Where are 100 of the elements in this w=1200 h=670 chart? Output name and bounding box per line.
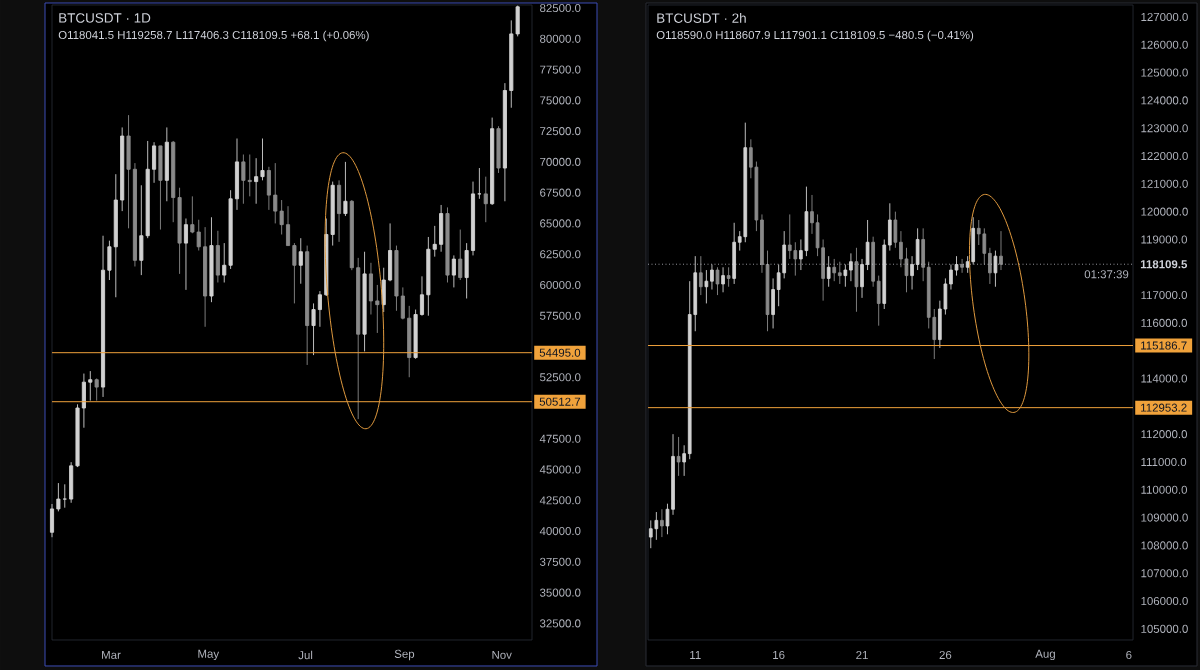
candlestick (69, 461, 74, 504)
x-tick-label: 16 (773, 650, 785, 660)
candlestick (483, 176, 488, 223)
y-tick-label: 123000.0 (1141, 124, 1188, 133)
y-tick-label: 120000.0 (1141, 207, 1188, 216)
candlestick (837, 261, 842, 285)
y-tick-label: 57500.0 (539, 311, 581, 320)
candlestick (107, 240, 112, 281)
chart-title: BTCUSDT · 2h (657, 13, 746, 23)
candlestick (298, 237, 303, 285)
text: O118041.5 H119258.7 L117406.3 C118109.5 +68.1 (+0.06%) (58, 30, 369, 42)
annotation: 01:37:39 (1084, 270, 1129, 279)
y-tick-label: 109000.0 (1141, 513, 1188, 522)
y-tick-label: 45000.0 (539, 465, 581, 474)
y-tick-label: 127000.0 (1141, 12, 1188, 21)
candlestick (362, 251, 367, 352)
candlestick (394, 245, 399, 312)
y-tick-label: 35000.0 (539, 588, 581, 597)
candlestick (113, 173, 118, 298)
y-tick-label: 108000.0 (1141, 541, 1188, 550)
candlestick (490, 117, 495, 206)
candlestick (215, 230, 220, 283)
candlestick (439, 204, 444, 253)
candlestick (183, 218, 189, 291)
candlestick (388, 222, 393, 282)
candlestick (356, 257, 361, 420)
candlestick (260, 138, 265, 181)
x-tick-label: Mar (102, 650, 121, 659)
candlestick (407, 305, 412, 378)
candlestick (234, 138, 240, 211)
x-tick-label: 21 (856, 650, 868, 659)
candlestick (56, 482, 61, 512)
candlestick (126, 114, 131, 229)
chart-title: BTCUSDT · 1D (59, 13, 151, 23)
candlestick (445, 206, 450, 283)
candlestick (682, 444, 686, 477)
candlestick (971, 216, 976, 265)
y-tick-label: 62500.0 (540, 250, 581, 259)
candlestick (464, 242, 469, 299)
candlestick (241, 154, 246, 205)
y-tick-label: 40000.0 (539, 527, 581, 536)
candlestick (222, 242, 227, 283)
x-tick-label: Aug (1035, 649, 1055, 661)
candlestick (158, 145, 163, 231)
ref-line-label: 112953.2 (1141, 403, 1187, 412)
y-tick-label: 125000.0 (1141, 68, 1188, 77)
candlestick (337, 179, 342, 243)
x-tick-label: 26 (939, 650, 952, 660)
candlestick (704, 269, 709, 304)
candlestick (177, 187, 182, 275)
candlestick (88, 370, 93, 402)
y-tick-label: 122000.0 (1141, 151, 1188, 161)
ref-line-label: 118109.5 (1140, 260, 1188, 269)
candlestick (120, 126, 125, 212)
y-tick-label: 75000.0 (540, 96, 581, 105)
x-tick-label: May (198, 649, 220, 661)
candlestick (676, 436, 681, 477)
y-tick-label: 82500.0 (540, 4, 581, 13)
candlestick (726, 266, 731, 288)
candlestick (715, 266, 720, 296)
text: O118590.0 H118607.9 L117901.1 C118109.5 −480.5 (−0.41%) (656, 30, 974, 42)
candlestick (381, 267, 386, 313)
candlestick (477, 167, 482, 200)
candlestick (285, 205, 291, 247)
y-tick-label: 126000.0 (1141, 40, 1188, 49)
y-tick-label: 72500.0 (540, 127, 581, 136)
y-tick-label: 106000.0 (1141, 596, 1188, 606)
y-tick-label: 107000.0 (1141, 569, 1188, 578)
candlestick (81, 373, 86, 429)
x-tick-label: 11 (690, 651, 701, 659)
candlestick (132, 162, 137, 267)
candlestick (343, 161, 348, 217)
candlestick (887, 202, 892, 252)
candlestick (254, 157, 259, 205)
candlestick (292, 242, 297, 304)
ref-line-label: 50512.7 (539, 397, 581, 406)
y-tick-label: 32500.0 (539, 619, 581, 628)
ref-line-label: 115186.7 (1141, 341, 1187, 350)
candlestick (854, 247, 859, 313)
candlestick (94, 378, 99, 402)
candlestick (960, 258, 964, 274)
y-tick-label: 119000.0 (1141, 235, 1188, 244)
candlestick (810, 194, 814, 235)
candlestick (311, 302, 316, 356)
y-tick-label: 37500.0 (539, 557, 581, 566)
candlestick (305, 245, 310, 366)
y-tick-label: 65000.0 (540, 219, 581, 228)
candlestick (496, 125, 501, 174)
y-tick-label: 111000.0 (1141, 457, 1187, 467)
ref-line-label: 54495.0 (539, 348, 581, 357)
candlestick (203, 226, 208, 328)
candlestick (209, 216, 214, 303)
candlestick (317, 290, 322, 328)
x-tick-label: 6 (1126, 650, 1132, 660)
candlestick (999, 230, 1003, 271)
y-tick-label: 121000.0 (1141, 179, 1188, 188)
candlestick (400, 286, 405, 320)
candlestick (171, 140, 176, 223)
y-tick-label: 52500.0 (539, 373, 581, 382)
x-tick-label: Nov (492, 650, 512, 659)
